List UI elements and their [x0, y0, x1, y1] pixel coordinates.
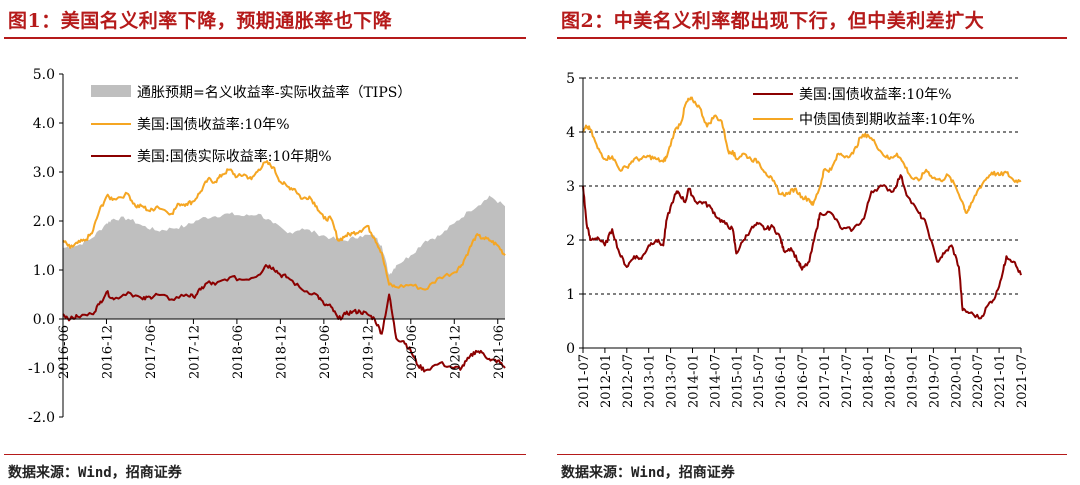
x-tick-label: 2014-07 [708, 354, 723, 408]
y-tick-label: 2 [566, 233, 575, 249]
y-tick-label: 4 [566, 125, 575, 141]
x-tick-label: 2020-01 [949, 354, 964, 408]
x-tick-label: 2017-07 [840, 354, 855, 408]
chart-1-source: 数据来源：Wind，招商证券 [8, 465, 182, 481]
x-tick-label: 2012-01 [599, 354, 614, 408]
x-tick-label: 2021-07 [1015, 354, 1030, 408]
x-tick-label: 2020-06 [405, 325, 420, 379]
x-tick-label: 2019-07 [927, 354, 942, 408]
x-tick-label: 2019-12 [361, 325, 376, 379]
chart-panel-1: 图1：美国名义利率下降，预期通胀率也下降 -2.0 -1.0 0.0 1.0 2.0 3.… [0, 0, 530, 485]
chart-1-plot: -2.0 -1.0 0.0 1.0 2.0 3.0 4.0 5.0 2016-06 2016-12… [28, 67, 507, 426]
footer-rule [4, 454, 526, 455]
title-rule [4, 37, 526, 39]
y-tick-label: 4.0 [33, 116, 55, 132]
x-tick-label: 2014-01 [687, 354, 702, 408]
x-tick-label: 2016-07 [796, 354, 811, 408]
x-tick-label: 2017-12 [187, 325, 202, 379]
x-tick-label: 2011-07 [577, 354, 592, 408]
series-2-line [62, 160, 506, 291]
title-rule [557, 37, 1067, 39]
y-tick-label: 0.0 [33, 312, 55, 328]
x-tick-label: 2012-07 [621, 354, 636, 408]
x-tick-label: 2016-12 [100, 325, 115, 379]
chart-2-plot: 0 1 2 3 4 5 2011-07 2012-01 2012-07 2013-01 2013-0… [566, 71, 1030, 408]
series-1-line [582, 174, 1022, 320]
x-tick-label: 2017-01 [818, 354, 833, 408]
legend-swatch [91, 85, 131, 97]
chart-2-source: 数据来源：Wind，招商证券 [561, 465, 735, 481]
x-tick-label: 2016-06 [57, 325, 72, 379]
x-tick-label: 2020-07 [971, 354, 986, 408]
x-tick-label: 2018-06 [231, 325, 246, 379]
legend-label: 通胀预期=名义收益率-实际收益率（TIPS） [137, 84, 411, 101]
x-tick-label: 2019-06 [318, 325, 333, 379]
y-tick-label: 3 [566, 179, 575, 195]
legend-label: 美国:国债收益率:10年% [137, 116, 290, 133]
x-tick-label: 2020-12 [448, 325, 463, 379]
series-3-line [62, 264, 506, 373]
y-tick-label: 1 [566, 287, 575, 303]
chart-1-title: 图1：美国名义利率下降，预期通胀率也下降 [8, 10, 393, 32]
x-tick-label: 2015-07 [752, 354, 767, 408]
x-tick-label: 2017-06 [144, 325, 159, 379]
series-1-area [63, 195, 505, 319]
legend-label: 美国:国债收益率:10年% [799, 86, 952, 103]
series-2-line [582, 96, 1022, 214]
y-tick-label: 1.0 [33, 263, 55, 279]
x-tick-label: 2018-01 [862, 354, 877, 408]
y-tick-label: 3.0 [33, 165, 55, 181]
chart-panel-2: 图2：中美名义利率都出现下行，但中美利差扩大 0 1 2 3 4 5 2011-07 2012… [553, 0, 1080, 485]
x-tick-label: 2019-01 [906, 354, 921, 408]
x-tick-label: 2015-01 [730, 354, 745, 408]
x-tick-label: 2016-01 [774, 354, 789, 408]
y-tick-label: 5 [566, 71, 575, 87]
legend-label: 美国:国债实际收益率:10年期% [137, 148, 332, 165]
x-tick-label: 2013-01 [643, 354, 658, 408]
x-tick-label: 2018-07 [884, 354, 899, 408]
y-tick-label: 0 [566, 341, 575, 357]
y-tick-label: 2.0 [33, 214, 55, 230]
footer-rule [557, 454, 1067, 455]
x-tick-label: 2013-07 [665, 354, 680, 408]
chart-2-title: 图2：中美名义利率都出现下行，但中美利差扩大 [561, 10, 985, 32]
legend-label: 中债国债到期收益率:10年% [799, 111, 975, 128]
x-tick-label: 2021-01 [993, 354, 1008, 408]
x-tick-label: 2018-12 [274, 325, 289, 379]
x-tick-label: 2021-06 [492, 325, 507, 379]
y-tick-label: 5.0 [33, 67, 55, 83]
y-tick-label: -2.0 [28, 410, 55, 426]
y-tick-label: -1.0 [28, 361, 55, 377]
